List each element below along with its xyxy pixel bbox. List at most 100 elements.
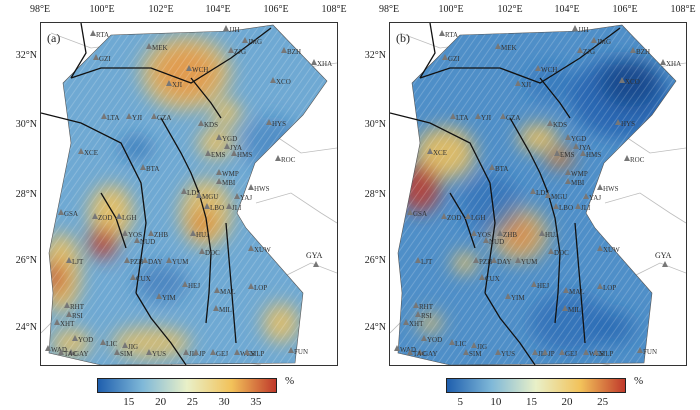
station-marker: [93, 54, 99, 60]
station-marker: [483, 237, 489, 243]
fault-line: [190, 77, 222, 119]
station-label: MEK: [152, 44, 168, 52]
station-marker: [140, 164, 146, 170]
station-label: KDS: [553, 121, 568, 129]
station-label: YOS: [477, 231, 492, 239]
station-marker: [565, 134, 571, 140]
station-marker: [515, 80, 521, 86]
latitude-tick: 30°N: [364, 119, 386, 130]
station-label: PZH: [130, 258, 144, 266]
station-label: YIM: [162, 294, 176, 302]
fault-line: [135, 292, 187, 365]
station-label: ZOD: [98, 214, 113, 222]
station-marker: [535, 65, 541, 71]
station-label: XCO: [625, 78, 640, 86]
station-marker: [122, 230, 128, 236]
station-label: GYA: [655, 251, 672, 260]
station-marker: [583, 349, 589, 355]
station-marker: [471, 230, 477, 236]
station-label: DAY: [148, 258, 163, 266]
station-label: YOD: [427, 336, 443, 344]
station-marker: [497, 230, 503, 236]
colorbar-tick: 35: [250, 396, 262, 408]
station-marker: [572, 25, 578, 31]
station-label: LGH: [471, 214, 486, 222]
map-frame-b: (b) RTA JJH GZI MEK XJI WCH ZJG JMG BZH XHA XCO HYS…: [389, 22, 687, 366]
station-marker: [413, 302, 419, 308]
station-marker: [234, 193, 240, 199]
station-label: GSA: [413, 210, 428, 218]
station-label: YOS: [128, 231, 143, 239]
station-marker: [223, 25, 229, 31]
station-label: BZH: [636, 48, 650, 56]
station-marker: [248, 184, 254, 190]
station-label: ROC: [630, 156, 645, 164]
station-marker: [577, 47, 583, 53]
station-marker: [515, 257, 521, 263]
colorbar-tick: 15: [123, 396, 135, 408]
station-marker: [403, 319, 409, 325]
station-marker: [198, 120, 204, 126]
station-marker: [597, 245, 603, 251]
station-marker: [116, 213, 122, 219]
colorbar-tick: 15: [525, 396, 537, 408]
fault-line: [160, 117, 212, 324]
station-label: YJI: [481, 114, 492, 122]
fault-line: [70, 27, 272, 84]
station-marker: [58, 349, 64, 355]
fault-line: [419, 27, 621, 84]
station-marker: [442, 54, 448, 60]
station-marker: [615, 119, 621, 125]
station-label: YUM: [521, 258, 538, 266]
station-label: LIC: [106, 340, 118, 348]
station-label: GZI: [448, 55, 460, 63]
station-label: YJI: [132, 114, 143, 122]
station-marker: [146, 43, 152, 49]
longitude-tick: 108°E: [670, 4, 696, 15]
station-label: CUX: [485, 275, 500, 283]
station-marker: [54, 319, 60, 325]
latitude-tick: 28°N: [364, 189, 386, 200]
colorbar-tick: 30: [218, 396, 230, 408]
station-marker: [248, 245, 254, 251]
station-label: LDS: [536, 189, 550, 197]
fault-line: [539, 77, 571, 119]
station-marker: [216, 169, 222, 175]
longitude-tick: 104°E: [554, 4, 580, 15]
station-marker: [547, 120, 553, 126]
station-label: XUW: [603, 246, 620, 254]
station-label: MIL: [568, 306, 581, 314]
station-label: GSA: [64, 210, 79, 218]
station-label: WCH: [541, 66, 558, 74]
map-canvas-b: [390, 23, 686, 365]
longitude-tick: 106°E: [263, 4, 289, 15]
longitude-tick: 104°E: [205, 4, 231, 15]
station-label: GZA: [157, 114, 172, 122]
station-marker: [146, 349, 152, 355]
station-marker: [193, 349, 199, 355]
station-marker: [244, 349, 250, 355]
station-marker: [593, 349, 599, 355]
station-marker: [637, 347, 643, 353]
station-label: ZOD: [447, 214, 462, 222]
station-marker: [439, 30, 445, 36]
station-marker: [142, 257, 148, 263]
station-marker: [210, 349, 216, 355]
station-label: RSI: [72, 312, 83, 320]
station-label: MBI: [571, 179, 585, 187]
station-label: WCH: [192, 66, 209, 74]
station-marker: [311, 59, 317, 65]
longitude-tick: 108°E: [321, 4, 347, 15]
station-label: DOC: [554, 249, 569, 257]
station-label: MGU: [551, 193, 568, 201]
latitude-tick: 32°N: [15, 50, 37, 61]
station-label: XJI: [521, 81, 532, 89]
station-label: XCE: [433, 149, 447, 157]
station-marker: [554, 150, 560, 156]
station-label: XCO: [276, 78, 291, 86]
station-marker: [662, 261, 668, 267]
fault-line: [70, 23, 87, 79]
station-marker: [565, 178, 571, 184]
latitude-tick: 24°N: [15, 322, 37, 333]
